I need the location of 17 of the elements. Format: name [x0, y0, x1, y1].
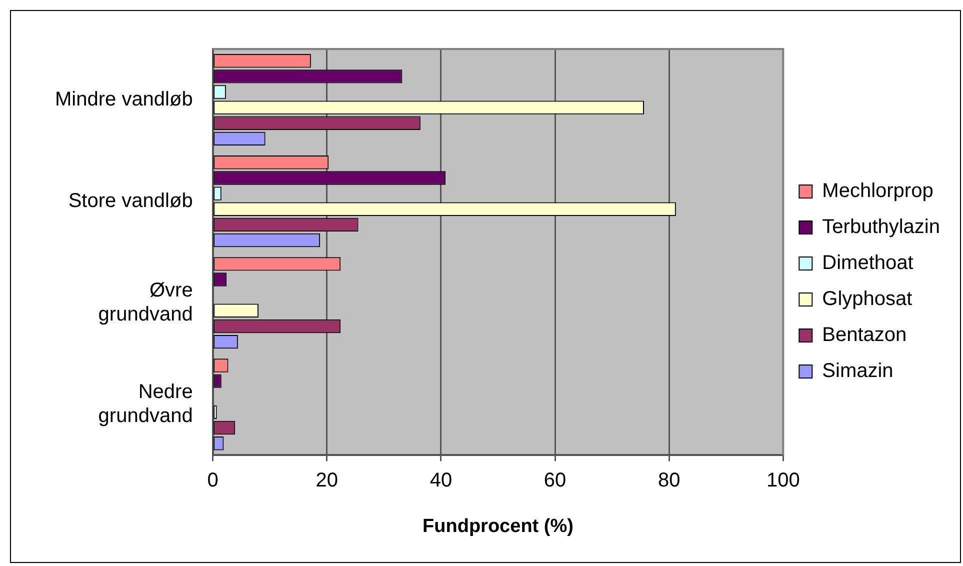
legend-label: Simazin [822, 360, 894, 382]
x-tick-label: 40 [430, 470, 452, 492]
y-tick-label: Nedre grundvand [98, 380, 193, 427]
legend-label: Dimethoat [822, 252, 914, 274]
legend-label: Bentazon [822, 324, 907, 346]
legend-label: Terbuthylazin [822, 216, 940, 238]
x-tick-label: 20 [316, 470, 338, 492]
y-tick-label: Store vandløb [68, 190, 193, 212]
x-tick-label: 60 [544, 470, 566, 492]
x-axis-title: Fundprocent (%) [422, 516, 574, 537]
x-tick-label: 100 [766, 470, 800, 492]
legend-label: Mechlorprop [822, 180, 934, 202]
x-tick-label: 80 [658, 470, 680, 492]
legend-label: Glyphosat [822, 288, 913, 310]
y-tick-label: Øvre grundvand [98, 279, 193, 326]
y-tick-label: Mindre vandløb [55, 88, 193, 110]
x-tick-label: 0 [207, 470, 218, 492]
